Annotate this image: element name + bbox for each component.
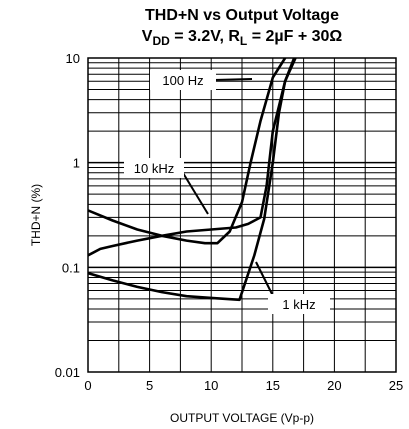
label-10khz: 10 kHz xyxy=(134,161,174,176)
x-tick-label: 0 xyxy=(84,378,91,393)
y-tick-label: 0.1 xyxy=(62,260,80,275)
subtitle-v-value: = 3.2V, R xyxy=(170,28,241,45)
curves xyxy=(88,58,297,302)
label-1khz: 1 kHz xyxy=(282,297,315,312)
chart-title: THD+N vs Output Voltage xyxy=(145,7,339,24)
label-bg-1khz xyxy=(268,294,330,314)
x-tick-label: 15 xyxy=(266,378,280,393)
subtitle-r-value: = 2µF + 30Ω xyxy=(247,28,342,45)
x-axis-label: OUTPUT VOLTAGE (Vp-p) xyxy=(170,411,314,425)
subtitle-v-sub: DD xyxy=(152,34,170,48)
label-bg-100hz xyxy=(150,70,216,90)
y-axis-label: THD+N (%) xyxy=(29,184,43,246)
curve-annotations: 100 Hz 10 kHz 1 kHz xyxy=(124,70,330,314)
leader-100hz xyxy=(213,78,253,81)
plot-frame xyxy=(87,57,397,373)
label-100hz: 100 Hz xyxy=(162,73,203,88)
y-tick-label: 1 xyxy=(73,156,80,171)
x-tick-label: 20 xyxy=(327,378,341,393)
x-tick-label: 10 xyxy=(204,378,218,393)
grid-lines xyxy=(88,58,396,372)
label-bg-10khz xyxy=(124,158,184,178)
y-tick-label: 10 xyxy=(66,51,80,66)
leader-10khz xyxy=(179,167,209,215)
y-tick-labels: 0.01 0.1 1 10 xyxy=(55,51,80,380)
x-tick-label: 5 xyxy=(146,378,153,393)
subtitle-v: V xyxy=(142,28,153,45)
chart-subtitle: VDD = 3.2V, RL = 2µF + 30Ω xyxy=(142,28,343,48)
y-tick-label: 0.01 xyxy=(55,365,80,380)
subtitle-r-sub: L xyxy=(240,34,247,48)
x-tick-labels: 0 5 10 15 20 25 xyxy=(84,378,403,393)
curve-10khz xyxy=(88,58,296,257)
curve-100hz xyxy=(88,58,287,245)
x-tick-label: 25 xyxy=(389,378,403,393)
leader-1khz xyxy=(255,261,273,295)
curve-1khz xyxy=(88,58,297,302)
